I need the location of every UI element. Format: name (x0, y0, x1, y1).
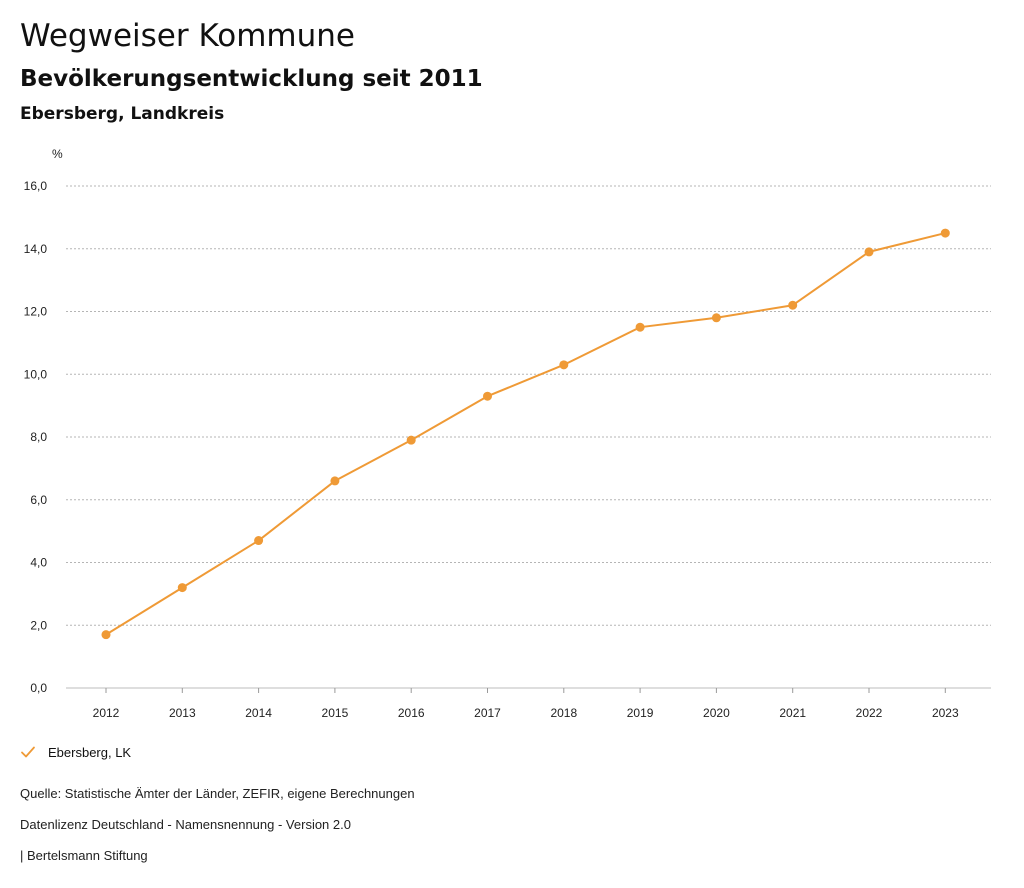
data-point[interactable] (559, 360, 569, 370)
data-point[interactable] (254, 536, 264, 546)
y-tick-label: 8,0 (30, 430, 47, 444)
data-point[interactable] (177, 583, 187, 593)
legend-item[interactable]: Ebersberg, LK (20, 744, 131, 760)
axes: % 0,0 2,0 4,0 6,0 8,0 10,0 12,0 14,0 16,0 2012 2013… (24, 147, 959, 720)
data-point[interactable] (711, 313, 721, 323)
y-tick-label: 2,0 (30, 618, 47, 632)
data-point[interactable] (101, 630, 111, 640)
series-line (105, 232, 946, 636)
page-title: Wegweiser Kommune (20, 18, 355, 54)
check-icon (21, 746, 35, 758)
chart-subtitle: Bevölkerungsentwicklung seit 2011 (20, 66, 483, 92)
x-tick-label: 2015 (322, 706, 349, 720)
data-point[interactable] (788, 300, 798, 310)
x-tick-label: 2018 (550, 706, 577, 720)
grid-lines (66, 185, 991, 689)
region-name: Ebersberg, Landkreis (20, 104, 225, 124)
y-axis-unit: % (52, 147, 63, 161)
data-point[interactable] (330, 476, 340, 486)
x-tick-label: 2022 (856, 706, 883, 720)
y-tick-label: 6,0 (30, 493, 47, 507)
x-tick-label: 2019 (627, 706, 654, 720)
data-point[interactable] (635, 322, 645, 332)
publisher-note: | Bertelsmann Stiftung (20, 848, 148, 863)
x-tick-label: 2014 (245, 706, 272, 720)
license-note: Datenlizenz Deutschland - Namensnennung … (20, 817, 351, 832)
y-tick-label: 14,0 (24, 242, 48, 256)
data-point[interactable] (940, 228, 950, 238)
x-tick-label: 2017 (474, 706, 501, 720)
y-tick-label: 0,0 (30, 681, 47, 695)
y-tick-label: 4,0 (30, 556, 47, 570)
y-tick-label: 10,0 (24, 367, 48, 381)
series-layer (101, 228, 950, 640)
x-tick-label: 2016 (398, 706, 425, 720)
x-tick-label: 2013 (169, 706, 196, 720)
legend-label: Ebersberg, LK (48, 744, 132, 760)
source-note: Quelle: Statistische Ämter der Länder, Z… (20, 786, 415, 801)
data-point[interactable] (483, 391, 492, 401)
x-tick-label: 2021 (779, 706, 806, 720)
x-tick-label: 2012 (93, 706, 120, 720)
y-tick-label: 12,0 (24, 305, 48, 319)
x-tick-label: 2020 (703, 706, 730, 720)
line-chart: % 0,0 2,0 4,0 6,0 8,0 10,0 12,0 14,0 16,0 2012 2013… (24, 147, 991, 720)
data-point[interactable] (864, 247, 874, 257)
data-point[interactable] (406, 435, 416, 445)
y-tick-label: 16,0 (24, 179, 48, 193)
x-tick-label: 2023 (932, 706, 959, 720)
